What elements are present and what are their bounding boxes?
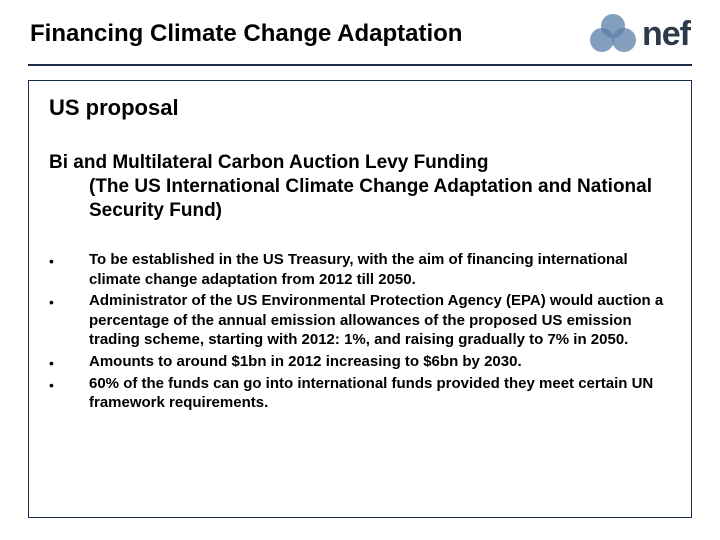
subheading-line1: Bi and Multilateral Carbon Auction Levy … — [49, 152, 488, 173]
bullet-marker: • — [49, 250, 89, 270]
list-item: • 60% of the funds can go into internati… — [49, 374, 671, 413]
list-item: • Administrator of the US Environmental … — [49, 291, 671, 350]
list-item: • To be established in the US Treasury, … — [49, 250, 671, 289]
bullet-marker: • — [49, 352, 89, 372]
bullet-text: Administrator of the US Environmental Pr… — [89, 291, 671, 350]
page-title: Financing Climate Change Adaptation — [30, 20, 462, 48]
subheading: Bi and Multilateral Carbon Auction Levy … — [49, 151, 671, 222]
bullet-text: Amounts to around $1bn in 2012 increasin… — [89, 352, 671, 372]
bullet-text: 60% of the funds can go into internation… — [89, 374, 671, 413]
subheading-line2: (The US International Climate Change Ada… — [49, 175, 671, 223]
logo-circles-icon — [590, 14, 636, 54]
bullet-list: • To be established in the US Treasury, … — [49, 250, 671, 413]
content-frame: US proposal Bi and Multilateral Carbon A… — [28, 80, 692, 518]
header-rule — [28, 64, 692, 66]
bullet-marker: • — [49, 291, 89, 311]
bullet-marker: • — [49, 374, 89, 394]
bullet-text: To be established in the US Treasury, wi… — [89, 250, 671, 289]
list-item: • Amounts to around $1bn in 2012 increas… — [49, 352, 671, 372]
logo-text: nef — [642, 15, 690, 54]
nef-logo: nef — [590, 14, 690, 54]
section-title: US proposal — [49, 95, 671, 121]
